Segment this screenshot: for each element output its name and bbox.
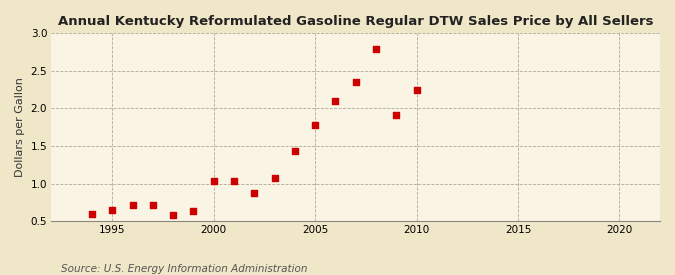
Title: Annual Kentucky Reformulated Gasoline Regular DTW Sales Price by All Sellers: Annual Kentucky Reformulated Gasoline Re… bbox=[58, 15, 653, 28]
Point bbox=[107, 208, 117, 212]
Point bbox=[310, 123, 321, 127]
Text: Source: U.S. Energy Information Administration: Source: U.S. Energy Information Administ… bbox=[61, 264, 307, 274]
Point bbox=[249, 190, 260, 195]
Y-axis label: Dollars per Gallon: Dollars per Gallon bbox=[15, 77, 25, 177]
Point bbox=[86, 211, 97, 216]
Point bbox=[269, 176, 280, 180]
Point bbox=[167, 213, 178, 217]
Point bbox=[350, 80, 361, 84]
Point bbox=[371, 47, 381, 51]
Point bbox=[411, 88, 422, 93]
Point bbox=[209, 178, 219, 183]
Point bbox=[229, 179, 240, 183]
Point bbox=[147, 202, 158, 207]
Point bbox=[391, 113, 402, 117]
Point bbox=[330, 99, 341, 103]
Point bbox=[188, 209, 198, 213]
Point bbox=[127, 202, 138, 207]
Point bbox=[290, 149, 300, 153]
